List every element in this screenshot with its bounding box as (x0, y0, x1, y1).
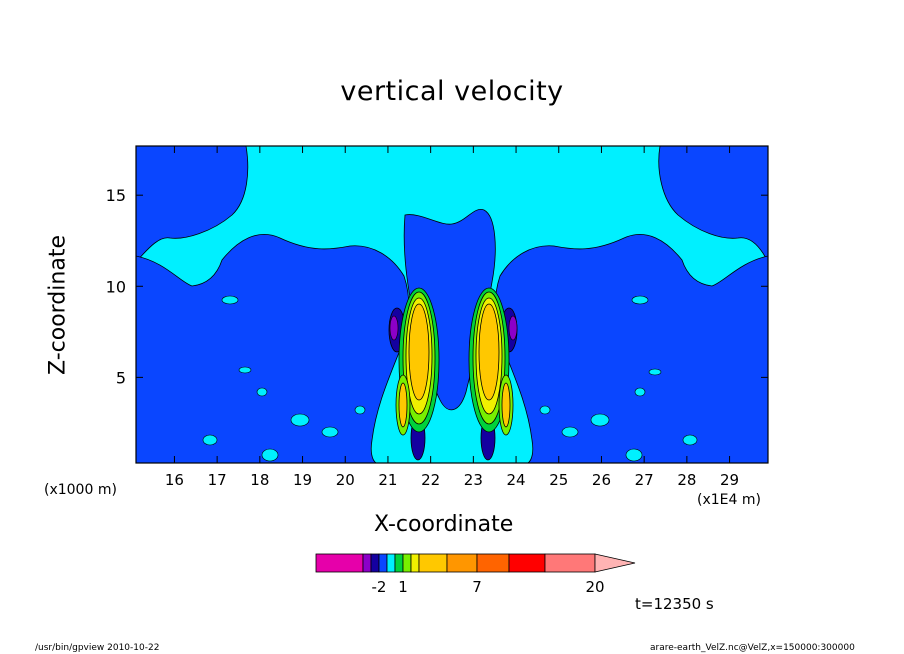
y-tick-label: 5 (116, 368, 126, 387)
calm-pocket (256, 387, 268, 397)
calm-pocket (539, 405, 551, 415)
x-tick-label: 19 (293, 471, 312, 489)
updraft-core (478, 303, 500, 401)
calm-pocket (261, 448, 279, 462)
x-tick-label: 21 (378, 471, 397, 489)
colorbar-segment (362, 553, 372, 573)
x-tick-label: 20 (336, 471, 355, 489)
strong-downdraft-core (389, 315, 399, 341)
y-tick-label: 15 (106, 186, 126, 205)
colorbar-segment (418, 553, 448, 573)
updraft-core (501, 382, 511, 428)
x-tick-label: 17 (208, 471, 227, 489)
colorbar-extend-arrow (594, 553, 636, 573)
colorbar-segment (378, 553, 388, 573)
y-axis-label: Z-coordinate (45, 235, 71, 375)
downdraft-region-right (494, 234, 768, 463)
colorbar-segment (410, 553, 420, 573)
colorbar-segment (370, 553, 380, 573)
colorbar-tick-label: 20 (585, 578, 604, 596)
calm-pocket (682, 434, 698, 446)
colorbar: -2 1 7 20 (315, 553, 636, 596)
colorbar-segment (386, 553, 396, 573)
x-axis-ticks: 16 17 18 19 20 21 22 23 24 25 26 27 28 29 (165, 146, 739, 489)
footer-file-info: arare-earth_VelZ.nc@VelZ,x=150000:300000 (650, 643, 855, 653)
calm-pocket (631, 295, 649, 305)
colorbar-tick-label: 1 (398, 578, 408, 596)
strong-downdraft-core (508, 315, 518, 341)
calm-pocket (561, 426, 579, 438)
x-tick-label: 28 (677, 471, 696, 489)
colorbar-segment (315, 553, 364, 573)
calm-pocket (290, 413, 310, 427)
updraft-core (398, 382, 408, 428)
y-tick-label: 10 (106, 277, 126, 296)
colorbar-segment (544, 553, 596, 573)
calm-pocket (648, 368, 662, 376)
plot-frame (135, 145, 769, 464)
calm-pocket (634, 387, 646, 397)
downdraft-region-topright (658, 146, 768, 263)
colorbar-segment (476, 553, 510, 573)
x-unit-label: (x1000 m) (44, 482, 117, 498)
time-annotation: t=12350 s (635, 595, 714, 613)
calm-pocket (221, 295, 239, 305)
colorbar-segment (402, 553, 412, 573)
calm-pocket (354, 405, 366, 415)
colorbar-segment (446, 553, 478, 573)
updraft-core (408, 303, 430, 401)
x-tick-label: 22 (421, 471, 440, 489)
footer-program-date: /usr/bin/gpview 2010-10-22 (35, 643, 160, 653)
x-tick-label: 26 (592, 471, 611, 489)
x-tick-label: 23 (464, 471, 483, 489)
x-tick-label: 27 (635, 471, 654, 489)
contour-field (136, 146, 768, 463)
x-tick-label: 16 (165, 471, 184, 489)
x-tick-label: 29 (720, 471, 739, 489)
x-tick-label: 25 (549, 471, 568, 489)
colorbar-tick-label: -2 (372, 578, 387, 596)
x-axis-label: X-coordinate (374, 512, 514, 537)
calm-pocket (321, 426, 339, 438)
downdraft-region-left (136, 234, 410, 463)
x-tick-label: 24 (507, 471, 526, 489)
calm-pocket (590, 413, 610, 427)
chart-title: vertical velocity (340, 76, 564, 107)
downdraft-region-topleft (136, 146, 249, 263)
x-tick-label: 18 (250, 471, 269, 489)
y-axis-ticks: 5 10 15 (106, 186, 768, 387)
calm-pocket (625, 448, 643, 462)
colorbar-segment (508, 553, 546, 573)
colorbar-tick-label: 7 (472, 578, 482, 596)
calm-pocket (238, 366, 252, 374)
x-scale-label: (x1E4 m) (697, 492, 761, 508)
calm-pocket (202, 434, 218, 446)
colorbar-segment (394, 553, 404, 573)
